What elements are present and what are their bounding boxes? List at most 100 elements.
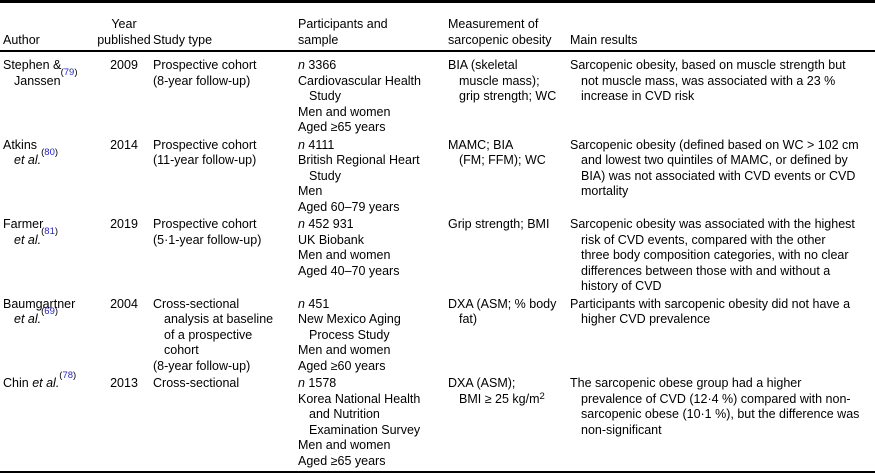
cell-line-year: 2013 <box>110 376 138 390</box>
citation-ref[interactable]: (69) <box>41 305 59 317</box>
cell-line-participants: New Mexico Aging <box>298 312 401 326</box>
citation-ref[interactable]: (81) <box>41 226 59 238</box>
cell-line-results: not muscle mass, was associated with a 2… <box>581 73 836 88</box>
cell-line-participants: Study <box>309 89 341 103</box>
cell-line-author: Chin et al.(78) <box>3 369 77 390</box>
citation-ref[interactable]: (78) <box>59 369 77 381</box>
cell-line-results: Sarcopenic obesity was associated with t… <box>570 217 855 231</box>
cell-measurement: DXA (ASM; % body fat) <box>446 297 568 375</box>
cell-year: 2009 <box>97 58 151 136</box>
cell-line-study: cohort <box>164 343 199 357</box>
cell-line-study: of a prospective <box>164 327 253 342</box>
cell-line-year: 2004 <box>110 296 138 311</box>
cell-line-participants: and Nutrition <box>309 407 380 421</box>
cell-line-study: analysis at baseline <box>164 312 274 326</box>
cell-study: Prospective cohort (5·1-year follow-up) <box>151 217 296 295</box>
cell-results: Participants with sarcopenic obesity did… <box>568 297 875 375</box>
cell-line-participants: Aged ≥65 years <box>298 453 386 468</box>
header-cell-author: Author <box>0 33 97 49</box>
cell-results: Sarcopenic obesity was associated with t… <box>568 217 875 295</box>
cell-line-results: The sarcopenic obese group had a higher <box>570 376 802 390</box>
cell-line-study: (8-year follow-up) <box>153 358 251 373</box>
cell-line-participants: n 3366 <box>298 58 337 72</box>
cell-line-measurement: BMI ≥ 25 kg/m2 <box>459 390 545 406</box>
cell-study: Cross-sectional analysis at baseline of a … <box>151 297 296 375</box>
cell-measurement: DXA (ASM); BMI ≥ 25 kg/m2 <box>446 376 568 469</box>
cell-participants: n 452 931 UK Biobank Men and women Aged 40–… <box>296 217 446 295</box>
cell-line-participants: British Regional Heart <box>298 153 420 167</box>
cell-line-participants: Aged ≥60 years <box>298 358 386 373</box>
citation-ref[interactable]: (79) <box>60 67 78 79</box>
cell-line-author: Atkins <box>3 137 38 152</box>
cell-line-participants: n 1578 <box>298 376 337 390</box>
cell-line-participants: Men and women <box>298 104 391 119</box>
cell-line-participants: UK Biobank <box>298 232 365 247</box>
cell-line-results: Sarcopenic obesity, based on muscle stre… <box>570 58 846 72</box>
cell-author: Baumgartner et al.(69) <box>0 297 97 375</box>
cell-author: Atkins et al.(80) <box>0 138 97 216</box>
cell-line-participants: Study <box>309 168 341 183</box>
header-cell-participants: Participants and sample <box>296 17 446 48</box>
cell-line-results: risk of CVD events, compared with the ot… <box>581 232 826 247</box>
cell-measurement: BIA (skeletal muscle mass); grip strength;… <box>446 58 568 136</box>
cell-line-study: Prospective cohort <box>153 58 257 72</box>
table-row: Atkins et al.(80) 2014 Prospective cohort (1… <box>0 136 875 216</box>
cell-line-year: 2019 <box>110 217 138 231</box>
header-cell-results: Main results <box>568 33 875 49</box>
cell-line-study: Cross-sectional <box>153 296 240 311</box>
header-cell-measurement: Measurement of sarcopenic obesity <box>446 17 568 48</box>
table-row: Stephen & Janssen(79) 2009 Prospective coho… <box>0 52 875 136</box>
cell-line-study: Prospective cohort <box>153 217 257 231</box>
cell-line-author: et al.(81) <box>14 226 59 247</box>
cell-line-author: Stephen & <box>3 58 62 72</box>
cell-line-results: history of CVD <box>581 279 662 293</box>
cell-line-study: (8-year follow-up) <box>153 73 251 88</box>
citation-number: 78 <box>62 369 74 381</box>
cell-line-results: non-significant <box>581 422 662 437</box>
cell-line-study: Prospective cohort <box>153 137 257 152</box>
cell-study: Cross-sectional <box>151 376 296 469</box>
cell-line-study: (5·1-year follow-up) <box>153 232 262 247</box>
cell-line-participants: Process Study <box>309 327 390 342</box>
cell-line-results: differences between those with and witho… <box>581 263 831 278</box>
cell-participants: n 1578 Korea National Health and Nutrition… <box>296 376 446 469</box>
cell-line-participants: Examination Survey <box>309 422 421 437</box>
header-row: Author Year published Study type Participant… <box>0 3 875 52</box>
cell-line-author: et al.(80) <box>14 146 59 167</box>
citation-number: 81 <box>44 226 55 238</box>
cell-line-results: BIA) was not associated with CVD events … <box>581 168 856 183</box>
citation-ref[interactable]: (80) <box>41 146 59 158</box>
cell-line-participants: Men <box>298 184 323 198</box>
cell-author: Stephen & Janssen(79) <box>0 58 97 136</box>
cell-line-participants: Men and women <box>298 343 391 357</box>
cell-line-author: Farmer <box>3 217 44 231</box>
cell-line-results: prevalence of CVD (12·4 %) compared with… <box>581 391 851 406</box>
header-label: Year <box>111 17 137 31</box>
cell-line-study: (11-year follow-up) <box>153 153 257 167</box>
header-label: Measurement of <box>448 17 539 31</box>
cell-year: 2014 <box>97 138 151 216</box>
header-label: Author <box>3 32 40 47</box>
cell-line-participants: Aged ≥65 years <box>298 120 386 134</box>
table-row: Chin et al.(78) 2013 Cross-sectional n 1578… <box>0 369 875 469</box>
cell-line-participants: Aged 60–79 years <box>298 199 400 214</box>
cell-results: Sarcopenic obesity, based on muscle stre… <box>568 58 875 136</box>
cell-line-measurement: MAMC; BIA <box>448 137 514 152</box>
header-cell-year: Year published <box>97 17 151 48</box>
cell-line-measurement: (FM; FFM); WC <box>459 153 546 167</box>
cell-line-participants: n 451 <box>298 296 330 311</box>
cell-participants: n 451 New Mexico Aging Process Study Men an… <box>296 297 446 375</box>
cell-results: The sarcopenic obese group had a higher p… <box>568 376 875 469</box>
cell-line-participants: Aged 40–70 years <box>298 263 400 278</box>
header-label: sarcopenic obesity <box>448 32 552 47</box>
header-cell-study: Study type <box>151 33 296 49</box>
cell-line-results: three body composition categories, with … <box>581 248 849 262</box>
cell-line-results: Participants with sarcopenic obesity did… <box>570 296 851 311</box>
cell-line-results: higher CVD prevalence <box>581 312 711 326</box>
cell-study: Prospective cohort (11-year follow-up) <box>151 138 296 216</box>
cell-author: Farmer et al.(81) <box>0 217 97 295</box>
cell-study: Prospective cohort (8-year follow-up) <box>151 58 296 136</box>
cell-line-results: Sarcopenic obesity (defined based on WC … <box>570 137 859 152</box>
cell-year: 2004 <box>97 297 151 375</box>
